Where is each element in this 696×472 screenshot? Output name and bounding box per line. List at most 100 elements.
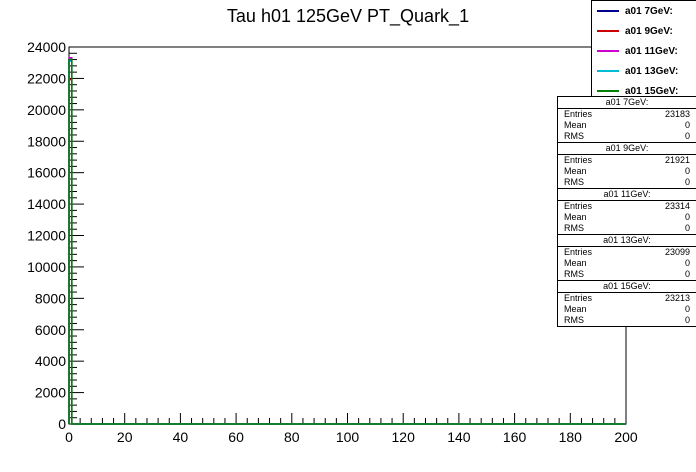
stats-box: a01 7GeV: Entries 23183 Mean 0 RMS 0 xyxy=(558,97,696,143)
y-tick-label: 8000 xyxy=(35,290,66,306)
stats-value: 23213 xyxy=(664,293,690,303)
x-tick-label: 180 xyxy=(559,429,583,445)
x-tick-label: 140 xyxy=(447,429,471,445)
stats-label: Entries xyxy=(564,109,593,119)
series-line xyxy=(68,78,626,425)
stats-box: a01 15GeV: Entries 23213 Mean 0 RMS 0 xyxy=(558,281,696,326)
stats-row: RMS 0 xyxy=(558,131,696,142)
stats-title: a01 7GeV: xyxy=(558,97,696,109)
stats-box: a01 9GeV: Entries 21921 Mean 0 RMS 0 xyxy=(558,143,696,189)
stats-label: Mean xyxy=(564,166,587,176)
stats-value: 0 xyxy=(684,223,690,233)
legend-entry: a01 15GeV: xyxy=(592,81,696,101)
stats-label: Entries xyxy=(564,247,593,257)
stats-label: Mean xyxy=(564,304,587,314)
series-line xyxy=(68,59,626,425)
plot-frame xyxy=(68,46,627,425)
stats-label: RMS xyxy=(564,269,584,279)
legend-entry: a01 11GeV: xyxy=(592,41,696,61)
x-tick-label: 120 xyxy=(392,429,416,445)
stats-value: 0 xyxy=(684,177,690,187)
stats-value: 0 xyxy=(684,131,690,141)
stats-label: Entries xyxy=(564,293,593,303)
x-tick-label: 80 xyxy=(284,429,300,445)
stats-label: RMS xyxy=(564,131,584,141)
x-tick-label: 200 xyxy=(614,429,638,445)
stats-row: Mean 0 xyxy=(558,258,696,269)
stats-row: RMS 0 xyxy=(558,315,696,326)
y-tick-label: 24000 xyxy=(27,39,66,55)
stats-value: 0 xyxy=(684,166,690,176)
y-tick-label: 12000 xyxy=(27,228,66,244)
x-tick-label: 0 xyxy=(65,429,73,445)
x-tick-label: 60 xyxy=(228,429,244,445)
legend-label: a01 11GeV: xyxy=(625,45,678,57)
stats-value: 21921 xyxy=(664,155,690,165)
stats-value: 0 xyxy=(684,258,690,268)
stats-panel: a01 7GeV: Entries 23183 Mean 0 RMS 0 a01 9G… xyxy=(557,96,696,327)
stats-row: Entries 23314 xyxy=(558,201,696,212)
stats-label: RMS xyxy=(564,315,584,325)
legend: a01 7GeV: a01 9GeV: a01 11GeV: a01 13GeV… xyxy=(591,0,696,102)
y-tick-label: 22000 xyxy=(27,70,66,86)
stats-row: Entries 23183 xyxy=(558,109,696,120)
stats-row: RMS 0 xyxy=(558,177,696,188)
stats-value: 0 xyxy=(684,212,690,222)
stats-row: Mean 0 xyxy=(558,166,696,177)
stats-row: RMS 0 xyxy=(558,223,696,234)
stats-box: a01 11GeV: Entries 23314 Mean 0 RMS 0 xyxy=(558,189,696,235)
stats-value: 0 xyxy=(684,120,690,130)
legend-swatch xyxy=(597,10,619,12)
stats-label: Mean xyxy=(564,258,587,268)
y-tick-label: 18000 xyxy=(27,133,66,149)
stats-box: a01 13GeV: Entries 23099 Mean 0 RMS 0 xyxy=(558,235,696,281)
legend-entry: a01 9GeV: xyxy=(592,21,696,41)
legend-swatch xyxy=(597,70,619,72)
stats-row: Mean 0 xyxy=(558,212,696,223)
x-tick-label: 100 xyxy=(336,429,360,445)
stats-value: 23099 xyxy=(664,247,690,257)
legend-label: a01 15GeV: xyxy=(625,85,679,97)
stats-row: Entries 23213 xyxy=(558,293,696,304)
stats-title: a01 13GeV: xyxy=(558,235,696,247)
y-tick-label: 2000 xyxy=(35,385,66,401)
stats-label: Entries xyxy=(564,155,593,165)
stats-value: 0 xyxy=(684,315,690,325)
y-tick-label: 20000 xyxy=(27,102,66,118)
legend-label: a01 7GeV: xyxy=(625,5,673,17)
legend-swatch xyxy=(597,50,619,52)
stats-value: 0 xyxy=(684,269,690,279)
stats-row: Entries 23099 xyxy=(558,247,696,258)
x-tick-label: 160 xyxy=(503,429,527,445)
series-line xyxy=(68,60,626,425)
y-tick-label: 6000 xyxy=(35,322,66,338)
series-line xyxy=(68,57,626,425)
y-tick-label: 16000 xyxy=(27,165,66,181)
stats-row: Mean 0 xyxy=(558,120,696,131)
y-tick-label: 10000 xyxy=(27,259,66,275)
series-line xyxy=(68,58,626,425)
legend-entry: a01 13GeV: xyxy=(592,61,696,81)
x-tick-label: 40 xyxy=(173,429,189,445)
stats-row: Entries 21921 xyxy=(558,155,696,166)
stats-title: a01 9GeV: xyxy=(558,143,696,155)
stats-title: a01 11GeV: xyxy=(558,189,696,201)
stats-label: Mean xyxy=(564,212,587,222)
y-tick-label: 4000 xyxy=(35,353,66,369)
stats-label: Entries xyxy=(564,201,593,211)
legend-entry: a01 7GeV: xyxy=(592,1,696,21)
stats-row: Mean 0 xyxy=(558,304,696,315)
legend-swatch xyxy=(597,30,619,32)
x-tick-label: 20 xyxy=(117,429,133,445)
y-tick-label: 14000 xyxy=(27,196,66,212)
stats-label: Mean xyxy=(564,120,587,130)
stats-title: a01 15GeV: xyxy=(558,281,696,293)
stats-row: RMS 0 xyxy=(558,269,696,280)
stats-value: 0 xyxy=(684,304,690,314)
legend-label: a01 9GeV: xyxy=(625,25,673,37)
legend-label: a01 13GeV: xyxy=(625,65,679,77)
stats-label: RMS xyxy=(564,223,584,233)
stats-value: 23314 xyxy=(664,201,690,211)
y-tick-label: 0 xyxy=(58,416,66,432)
